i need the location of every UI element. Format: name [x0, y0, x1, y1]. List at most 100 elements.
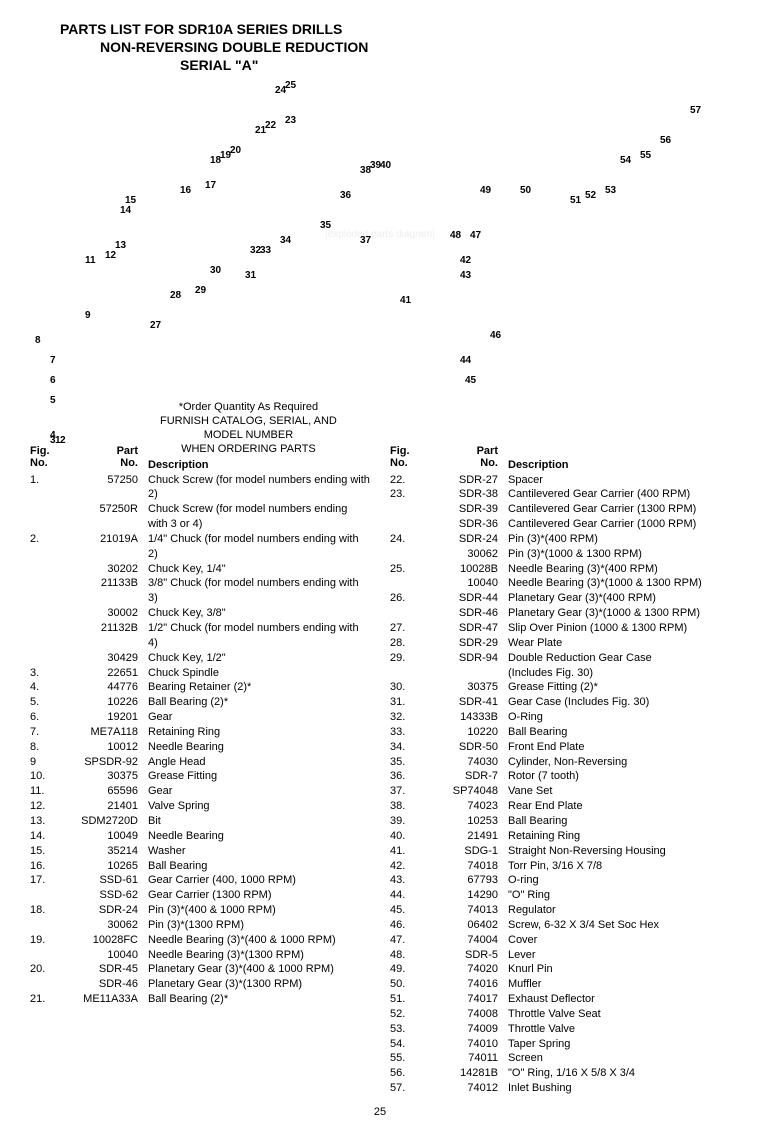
cell-part: SDR-45 [68, 962, 148, 977]
table-row: 56.14281B"O" Ring, 1/16 X 5/8 X 3/4 [390, 1066, 730, 1081]
cell-fig: 11. [30, 784, 68, 799]
cell-desc: Regulator [508, 903, 730, 918]
cell-desc: Planetary Gear (3)*(1300 RPM) [148, 977, 370, 992]
cell-fig: 50. [390, 977, 428, 992]
table-row: 39.10253Ball Bearing [390, 814, 730, 829]
cell-desc: "O" Ring, 1/16 X 5/8 X 3/4 [508, 1066, 730, 1081]
cell-fig: 30. [390, 680, 428, 695]
table-row: 20.SDR-45Planetary Gear (3)*(400 & 1000 … [30, 962, 370, 977]
callout-46: 46 [490, 330, 501, 341]
cell-fig [390, 547, 428, 562]
cell-desc: Torr Pin, 3/16 X 7/8 [508, 859, 730, 874]
cell-desc: Chuck Spindle [148, 666, 370, 681]
cell-fig: 48. [390, 948, 428, 963]
cell-part: SDR-5 [428, 948, 508, 963]
cell-fig: 36. [390, 769, 428, 784]
cell-part: 21019A [68, 532, 148, 562]
cell-fig: 31. [390, 695, 428, 710]
cell-fig: 16. [30, 859, 68, 874]
table-row: 30429Chuck Key, 1/2" [30, 651, 370, 666]
cell-desc: Chuck Screw (for model numbers ending [148, 502, 370, 517]
table-row: 28.SDR-29Wear Plate [390, 636, 730, 651]
cell-fig: 10. [30, 769, 68, 784]
header-desc: Description [148, 459, 370, 471]
cell-part [428, 666, 508, 681]
table-row: 19.10028FCNeedle Bearing (3)*(400 & 1000… [30, 933, 370, 948]
table-row: 57.74012Inlet Bushing [390, 1081, 730, 1096]
order-note-l3: MODEL NUMBER [160, 428, 337, 442]
cell-desc: 1/2" Chuck (for model numbers ending wit… [148, 621, 370, 651]
table-row: 36.SDR-7Rotor (7 tooth) [390, 769, 730, 784]
callout-28: 28 [170, 290, 181, 301]
callout-20: 20 [230, 145, 241, 156]
cell-fig: 35. [390, 755, 428, 770]
cell-part: 57250 [68, 473, 148, 503]
cell-fig: 47. [390, 933, 428, 948]
table-row: 15.35214Washer [30, 844, 370, 859]
cell-part: 10012 [68, 740, 148, 755]
cell-desc: Knurl Pin [508, 962, 730, 977]
callout-36: 36 [340, 190, 351, 201]
cell-fig: 15. [30, 844, 68, 859]
cell-desc: 1/4" Chuck (for model numbers ending wit… [148, 532, 370, 562]
cell-desc: Muffler [508, 977, 730, 992]
callout-14: 14 [120, 205, 131, 216]
cell-fig: 2. [30, 532, 68, 562]
table-row: 53.74009Throttle Valve [390, 1022, 730, 1037]
table-row: SDR-36Cantilevered Gear Carrier (1000 RP… [390, 517, 730, 532]
cell-part: 10265 [68, 859, 148, 874]
cell-part: 10040 [68, 948, 148, 963]
cell-part: SDG-1 [428, 844, 508, 859]
cell-fig: 43. [390, 873, 428, 888]
callout-33: 33 [260, 245, 271, 256]
order-note-l1: *Order Quantity As Required [160, 400, 337, 414]
cell-fig [30, 562, 68, 577]
cell-fig: 22. [390, 473, 428, 488]
cell-part: 14281B [428, 1066, 508, 1081]
table-row: 37.SP74048Vane Set [390, 784, 730, 799]
table-row: 3.22651Chuck Spindle [30, 666, 370, 681]
callout-52: 52 [585, 190, 596, 201]
table-row: 24.SDR-24Pin (3)*(400 RPM) [390, 532, 730, 547]
table-row: 9SPSDR-92Angle Head [30, 755, 370, 770]
cell-desc: Grease Fitting (2)* [508, 680, 730, 695]
cell-part: 30429 [68, 651, 148, 666]
table-row: 7.ME7A118Retaining Ring [30, 725, 370, 740]
cell-part: 30375 [68, 769, 148, 784]
table-row: 43.67793O-ring [390, 873, 730, 888]
parts-table-left: Fig. No. Part No. Description 1.57250Chu… [30, 445, 370, 1096]
callout-53: 53 [605, 185, 616, 196]
cell-part: SSD-62 [68, 888, 148, 903]
cell-desc: Retaining Ring [148, 725, 370, 740]
cell-fig: 5. [30, 695, 68, 710]
table-row: with 3 or 4) [30, 517, 370, 532]
cell-desc: Ball Bearing [508, 814, 730, 829]
table-row: 52.74008Throttle Valve Seat [390, 1007, 730, 1022]
cell-part: SP74048 [428, 784, 508, 799]
callout-5: 5 [50, 395, 56, 406]
cell-part: SDR-38 [428, 487, 508, 502]
cell-desc: Cantilevered Gear Carrier (400 RPM) [508, 487, 730, 502]
cell-part: SDM2720D [68, 814, 148, 829]
cell-part: 65596 [68, 784, 148, 799]
cell-fig [30, 606, 68, 621]
page-number: 25 [30, 1106, 730, 1118]
table-row: SDR-46Planetary Gear (3)*(1000 & 1300 RP… [390, 606, 730, 621]
cell-desc: Cover [508, 933, 730, 948]
cell-desc: Ball Bearing [508, 725, 730, 740]
cell-fig: 23. [390, 487, 428, 502]
cell-desc: Lever [508, 948, 730, 963]
cell-part: 10220 [428, 725, 508, 740]
cell-desc: Chuck Screw (for model numbers ending wi… [148, 473, 370, 503]
cell-fig [390, 606, 428, 621]
cell-desc: Chuck Key, 1/2" [148, 651, 370, 666]
callout-25: 25 [285, 80, 296, 91]
cell-part: 21491 [428, 829, 508, 844]
callout-37: 37 [360, 235, 371, 246]
table-row: 31.SDR-41Gear Case (Includes Fig. 30) [390, 695, 730, 710]
cell-part: 35214 [68, 844, 148, 859]
table-row: 27.SDR-47Slip Over Pinion (1000 & 1300 R… [390, 621, 730, 636]
cell-desc: 3/8" Chuck (for model numbers ending wit… [148, 576, 370, 606]
cell-fig: 27. [390, 621, 428, 636]
cell-desc: Cantilevered Gear Carrier (1300 RPM) [508, 502, 730, 517]
